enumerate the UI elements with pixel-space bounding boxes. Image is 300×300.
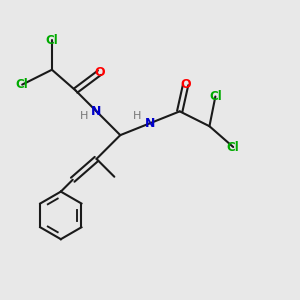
Text: Cl: Cl [46,34,58,46]
Text: N: N [145,117,155,130]
Text: Cl: Cl [16,78,28,91]
Text: O: O [94,66,105,79]
Text: O: O [180,78,191,91]
Text: H: H [132,111,141,121]
Text: H: H [80,111,88,121]
Text: Cl: Cl [227,140,240,154]
Text: N: N [91,105,102,118]
Text: Cl: Cl [209,90,222,103]
